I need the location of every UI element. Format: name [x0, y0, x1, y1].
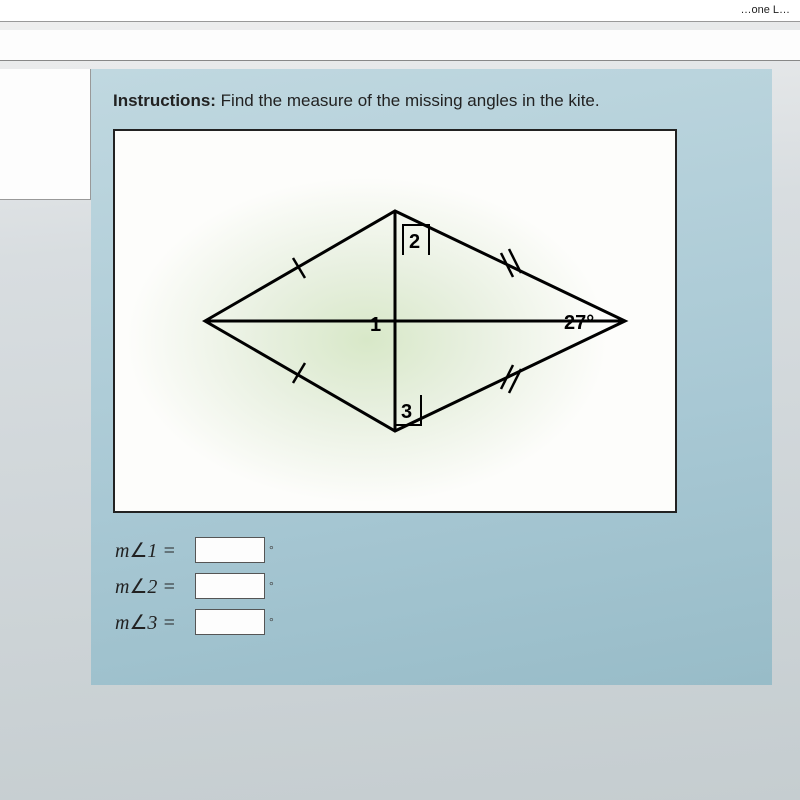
label-angle-1: 1: [370, 314, 381, 336]
instructions-bold: Instructions:: [113, 91, 216, 110]
tab-fragment-text: …one L…: [740, 4, 790, 16]
answer-input-1[interactable]: [195, 537, 265, 563]
degree-symbol-3: °: [269, 615, 274, 629]
label-angle-3: 3: [401, 401, 412, 423]
degree-symbol-2: °: [269, 579, 274, 593]
question-panel: Instructions: Find the measure of the mi…: [91, 69, 772, 685]
answer-label-2: m∠2 =: [115, 574, 195, 599]
label-angle-27: 27°: [564, 312, 594, 334]
answer-label-1: m∠1 =: [115, 538, 195, 563]
main-panel: Instructions: Find the measure of the mi…: [0, 63, 800, 685]
kite-svg: 1 2 27° 3: [115, 131, 675, 511]
answer-label-3: m∠3 =: [115, 610, 195, 635]
label-angle-2: 2: [409, 231, 420, 253]
answer-row-2: m∠2 = °: [115, 573, 746, 599]
answer-input-2[interactable]: [195, 573, 265, 599]
left-sidebar-stub: [0, 69, 91, 200]
answer-row-1: m∠1 = °: [115, 537, 746, 563]
instructions-line: Instructions: Find the measure of the mi…: [113, 91, 746, 111]
top-white-strip: [0, 30, 800, 61]
content-area: Instructions: Find the measure of the mi…: [0, 30, 800, 685]
answer-section: m∠1 = ° m∠2 = ° m∠3 = °: [115, 537, 746, 635]
answer-input-3[interactable]: [195, 609, 265, 635]
answer-row-3: m∠3 = °: [115, 609, 746, 635]
browser-tab-strip: …one L…: [0, 0, 800, 22]
instructions-text: Find the measure of the missing angles i…: [216, 91, 600, 110]
kite-figure: 1 2 27° 3: [113, 129, 677, 513]
degree-symbol-1: °: [269, 543, 274, 557]
